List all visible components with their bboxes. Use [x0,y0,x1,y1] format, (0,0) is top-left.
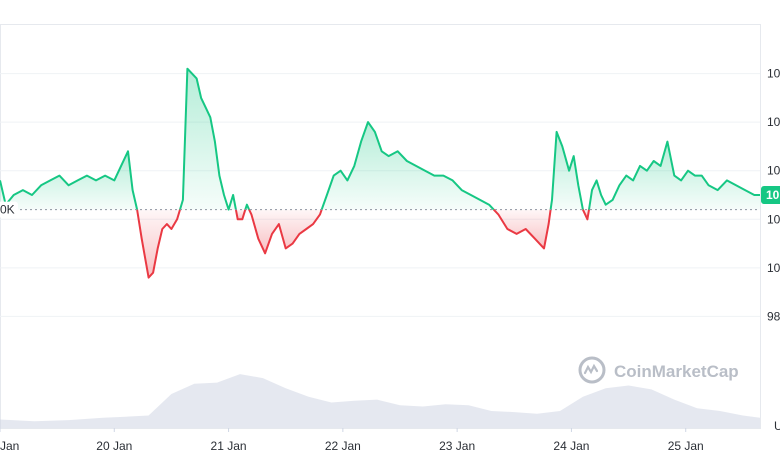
plot-frame [0,24,761,429]
price-line-down[interactable] [248,209,323,255]
price-line-down[interactable] [581,209,590,221]
y-tick-label: 10 [767,115,780,129]
current-price-badge [761,186,780,204]
x-tick-label: 23 Jan [439,439,475,453]
x-tick-label: 22 Jan [325,439,361,453]
price-line-up[interactable] [0,150,139,210]
x-tick-label: 24 Jan [553,439,589,453]
price-lines[interactable] [0,67,760,279]
price-line-down[interactable] [492,208,552,250]
coinmarketcap-logo-icon [578,356,606,384]
current-price-label: 10 [766,188,780,202]
x-tick-label: 21 Jan [211,439,247,453]
y-tick-label: 10 [767,212,780,226]
watermark-text: CoinMarketCap [614,362,739,381]
logo-ring [578,356,606,384]
y-tick-label: 10 [767,67,780,81]
x-tick-label: 25 Jan [668,439,704,453]
price-line-up[interactable] [179,67,237,211]
price-fill-up [550,131,583,210]
price-line-down[interactable] [234,209,247,221]
price-fill-down [249,209,322,254]
price-line-up[interactable] [244,203,251,211]
price-fill-up [589,141,760,210]
price-line-up[interactable] [549,130,584,210]
price-line-up[interactable] [320,121,495,211]
baseline-label-bg [0,201,18,218]
x-tick-label: Jan [0,439,19,453]
price-fills [0,68,760,278]
price-fill-down [493,209,551,249]
price-fill-up [321,122,494,210]
y-tick-label: 98 [767,309,780,323]
y-tick-label: 10 [767,261,780,275]
price-fill-up [0,151,138,210]
price-fill-up [180,68,236,210]
axis-corner-label: U [774,419,780,433]
logo-mark [583,363,599,375]
volume-area [0,374,760,428]
baseline-label: 0K [0,203,15,217]
price-line-down[interactable] [136,209,181,279]
x-tick-label: 20 Jan [96,439,132,453]
y-tick-label: 10 [767,164,780,178]
price-line-up[interactable] [588,140,760,210]
watermark: CoinMarketCap [578,356,739,384]
